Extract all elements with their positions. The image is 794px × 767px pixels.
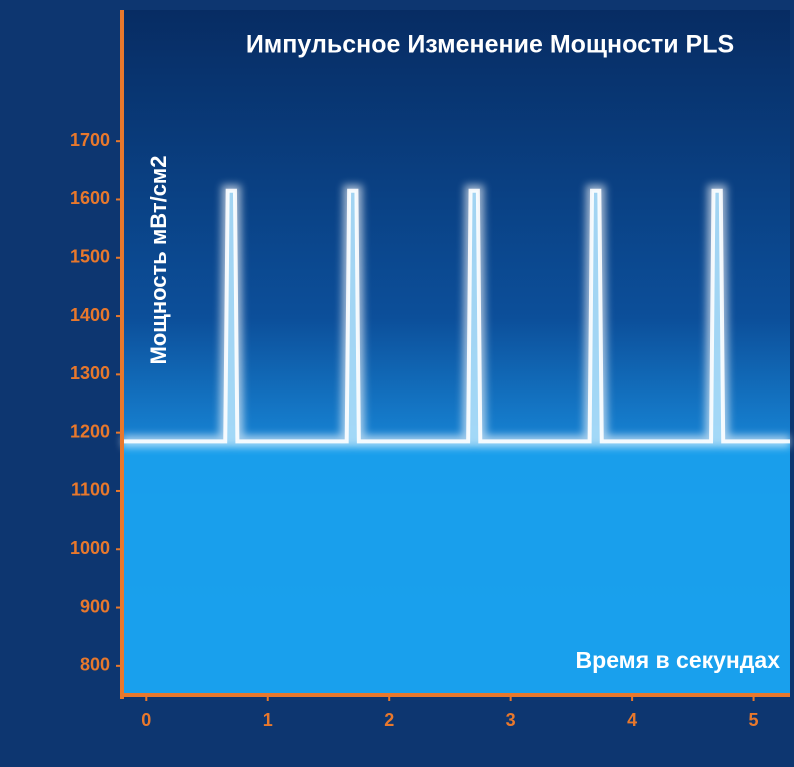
chart-title: Импульсное Изменение Мощности PLS	[246, 31, 734, 59]
y-tick-label: 1100	[71, 480, 110, 500]
y-tick-label: 900	[80, 596, 110, 616]
y-tick-label: 1400	[70, 305, 110, 325]
x-tick-label: 1	[263, 710, 273, 730]
y-tick-label: 1500	[70, 247, 110, 267]
x-tick-label: 4	[627, 710, 637, 730]
y-tick-label: 1300	[70, 363, 110, 383]
x-tick-label: 3	[506, 710, 516, 730]
y-tick-label: 1200	[70, 421, 110, 441]
y-tick-label: 1700	[70, 130, 110, 150]
x-tick-label: 2	[384, 710, 394, 730]
y-tick-label: 1000	[70, 538, 110, 558]
x-tick-label: 0	[141, 710, 151, 730]
y-tick-label: 1600	[70, 188, 110, 208]
x-axis-label: Время в секундах	[576, 647, 781, 673]
y-axis-label: Мощность мВт/см2	[146, 156, 171, 365]
x-tick-label: 5	[749, 710, 759, 730]
y-tick-label: 800	[80, 655, 110, 675]
line	[122, 188, 790, 444]
